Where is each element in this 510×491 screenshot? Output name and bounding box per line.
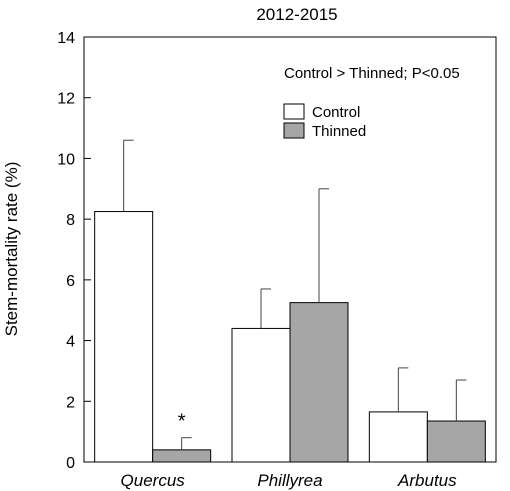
x-category-label: Quercus xyxy=(121,471,186,490)
legend-swatch-control xyxy=(283,103,305,120)
x-category-label: Arbutus xyxy=(397,471,457,490)
legend-swatch-thinned xyxy=(283,122,305,139)
x-category-label: Phillyrea xyxy=(257,471,322,490)
chart-title: 2012-2015 xyxy=(256,5,337,24)
y-tick-label: 6 xyxy=(66,273,75,290)
bar-thinned-phillyrea xyxy=(289,302,349,463)
y-axis-label: Stem-mortality rate (%) xyxy=(2,162,21,337)
y-tick-label: 14 xyxy=(57,30,75,47)
legend-label-thinned: Thinned xyxy=(312,123,366,140)
significance-star: * xyxy=(178,411,186,433)
legend-label-control: Control xyxy=(312,104,360,121)
y-tick-label: 12 xyxy=(57,91,75,108)
bar-control-arbutus xyxy=(368,411,428,463)
bar-control-phillyrea xyxy=(231,327,291,463)
y-tick-label: 0 xyxy=(66,455,75,472)
bar-thinned-quercus xyxy=(152,449,212,463)
significance-annotation: Control > Thinned; P<0.05 xyxy=(284,65,460,82)
bar-thinned-arbutus xyxy=(426,420,486,463)
y-tick-label: 2 xyxy=(66,394,75,411)
plot-area: 0 2 4 6 8 10 12 14 Quercus Phillyrea Arbutus * xyxy=(57,30,497,490)
y-tick-label: 10 xyxy=(57,151,75,168)
y-tick-label: 4 xyxy=(66,334,75,351)
bar-control-quercus xyxy=(94,211,154,463)
y-tick-label: 8 xyxy=(66,212,75,229)
legend: Control Thinned xyxy=(283,103,366,140)
